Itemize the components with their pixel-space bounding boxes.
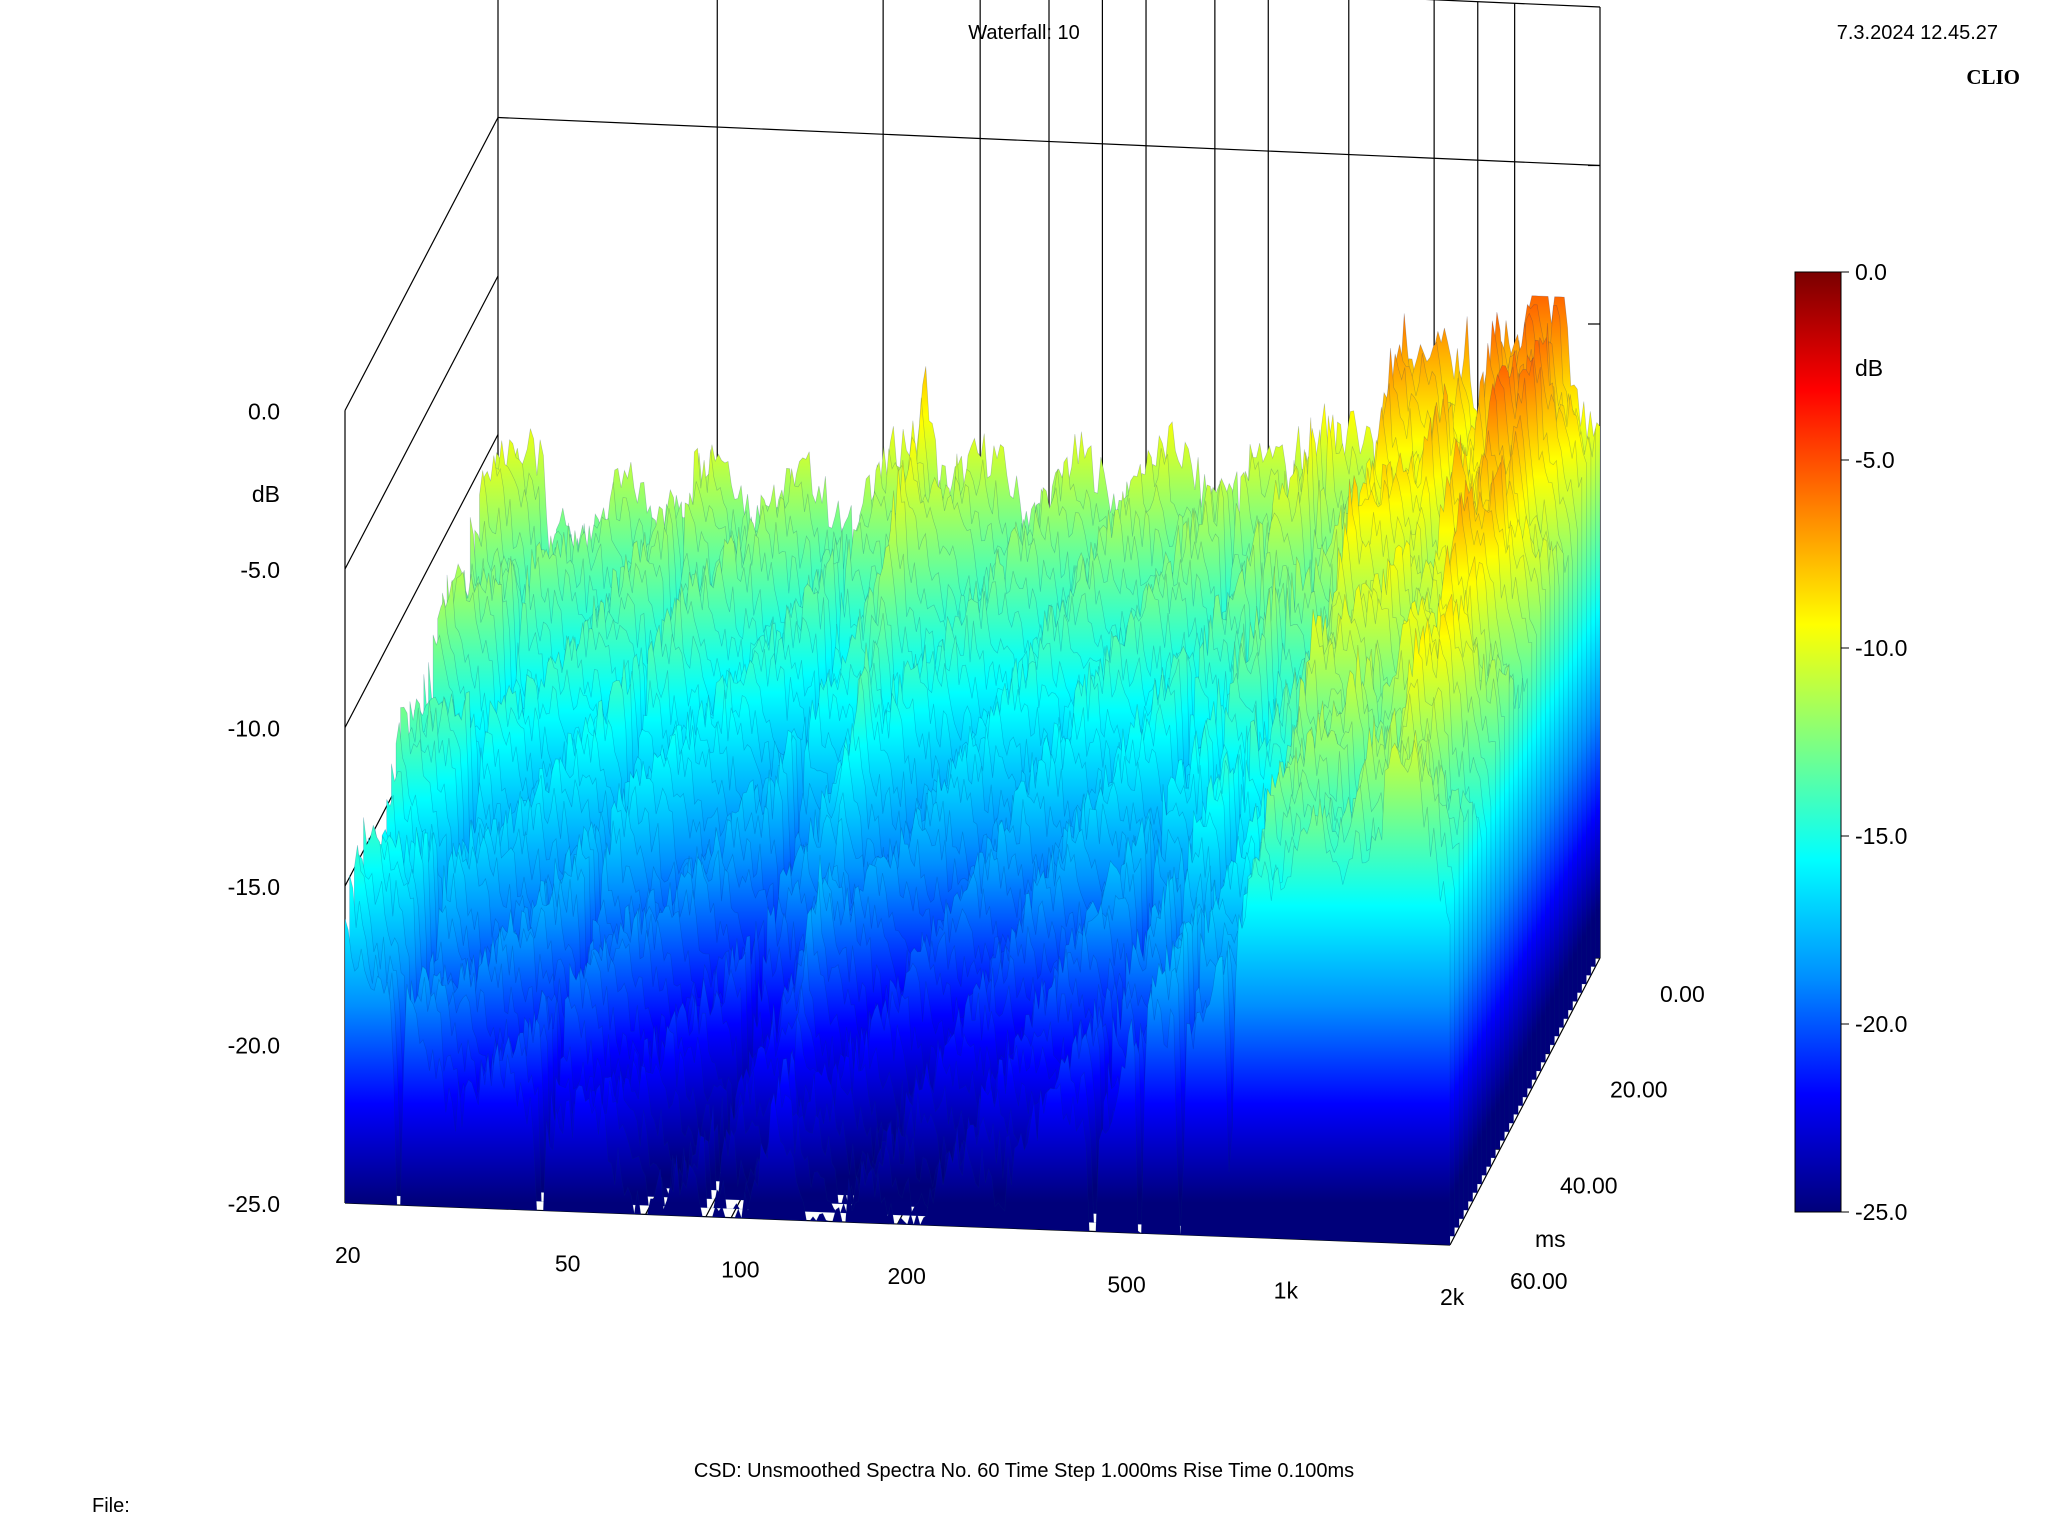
y-tick-label: -5.0 — [240, 557, 280, 583]
axis-labels: 0.0 -5.0 -10.0 -15.0 -20.0 -25.0 dB 20 50 100 200 5… — [228, 399, 1705, 1311]
waterfall-slice — [345, 739, 1451, 1245]
x-tick-label: 100 — [721, 1257, 759, 1283]
y-tick-label: -15.0 — [228, 874, 280, 900]
x-tick-label: 50 — [555, 1250, 581, 1276]
z-tick-label: 0.00 — [1660, 981, 1705, 1007]
colorbar-label: dB — [1855, 355, 1883, 381]
waterfall-slice — [349, 730, 1455, 1237]
x-tick-label: 200 — [888, 1263, 926, 1289]
y-axis-label: dB — [252, 481, 280, 507]
left-wall-db-line — [344, 434, 499, 728]
freq-gridline — [1449, 957, 1601, 1246]
y-tick-label: -10.0 — [228, 716, 280, 742]
z-tick-label: 40.00 — [1560, 1172, 1618, 1198]
z-tick-label: 20.00 — [1610, 1077, 1668, 1103]
x-tick-label: 2k — [1440, 1284, 1465, 1310]
colorbar-tick-label: -20.0 — [1855, 1011, 1907, 1037]
colorbar-tick-label: -25.0 — [1855, 1199, 1907, 1225]
colorbar: 0.0 -5.0 -10.0 -15.0 -20.0 -25.0 dB — [1794, 259, 1907, 1225]
y-tick-label: -25.0 — [228, 1191, 280, 1217]
left-wall-db-line — [344, 275, 499, 570]
z-axis-label: ms — [1535, 1226, 1566, 1252]
x-tick-label: 500 — [1107, 1271, 1145, 1297]
x-tick-label: 20 — [335, 1242, 361, 1268]
waterfall-surface — [345, 295, 1601, 1245]
z-tick-label: 60.00 — [1510, 1268, 1568, 1294]
chart-title: Waterfall: 10 — [968, 22, 1080, 44]
file-label: File: — [92, 1495, 130, 1517]
brand-logo: CLIO — [1966, 65, 2020, 89]
csd-settings: CSD: Unsmoothed Spectra No. 60 Time Step… — [693, 1460, 1355, 1482]
colorbar-scale — [1794, 271, 1842, 1213]
colorbar-tick-label: -15.0 — [1855, 823, 1907, 849]
colorbar-tick-label: -10.0 — [1855, 635, 1907, 661]
left-wall-db-line — [344, 117, 499, 411]
y-tick-label: 0.0 — [248, 399, 280, 425]
waterfall-slice — [354, 745, 1460, 1228]
colorbar-tick-label: 0.0 — [1855, 259, 1887, 285]
timestamp: 7.3.2024 12.45.27 — [1836, 22, 1998, 44]
y-tick-label: -20.0 — [228, 1033, 280, 1059]
colorbar-tick-label: -5.0 — [1855, 447, 1895, 473]
x-tick-label: 1k — [1274, 1278, 1299, 1304]
